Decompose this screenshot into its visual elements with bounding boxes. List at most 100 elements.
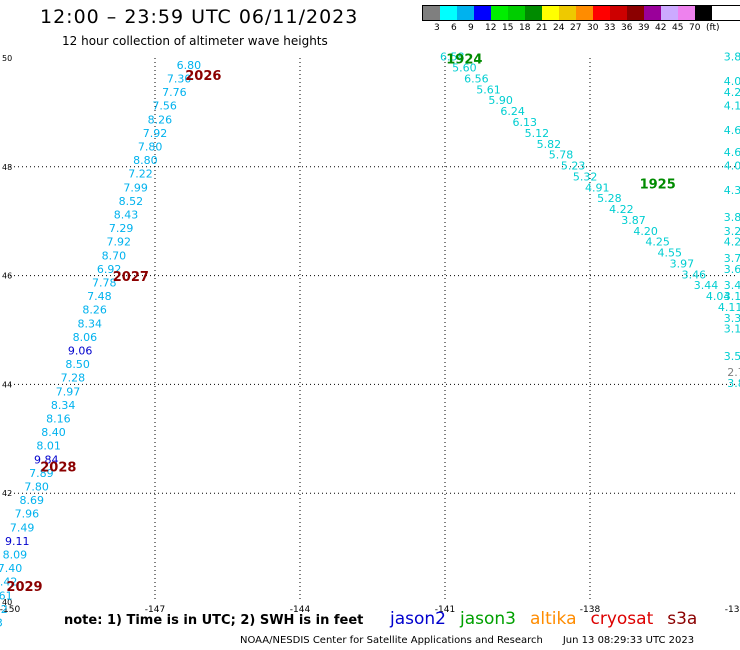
legend-swatch	[508, 6, 525, 20]
wave-height-label: 6.58	[440, 51, 465, 64]
legend-label: 21	[536, 23, 548, 33]
wave-height-label: 6.24	[500, 105, 525, 118]
wave-height-label: 7.28	[61, 372, 86, 385]
wave-height-label: 3.78	[724, 252, 740, 265]
legend-swatch	[644, 6, 661, 20]
page-subtitle: 12 hour collection of altimeter wave hei…	[62, 34, 328, 48]
wave-height-label: 4.69	[724, 146, 740, 159]
x-tick-label: -138	[580, 605, 601, 615]
wave-height-label: 4.03	[724, 160, 740, 173]
wave-height-label: 4.25	[645, 236, 670, 249]
wave-height-label: 3.59	[724, 350, 740, 363]
track-time-label: 2027	[113, 270, 149, 285]
wave-height-label: 7.40	[0, 562, 22, 575]
wave-height-label: 3.8	[727, 377, 740, 390]
legend-label: 42	[655, 23, 667, 33]
wave-height-label: 8.43	[114, 208, 139, 221]
wave-height-label: 8.32	[0, 603, 8, 616]
wave-height-label: 3.39	[724, 312, 740, 325]
wave-height-label: 8.16	[46, 412, 71, 425]
wave-height-label: 7.61	[0, 589, 13, 602]
x-tick-label: -147	[145, 605, 165, 615]
satellite-cryosat: cryosat	[590, 609, 654, 629]
wave-height-label: 7.76	[162, 86, 187, 99]
y-tick-label: 46	[2, 272, 12, 281]
org-name: NOAA/NESDIS Center for Satellite Applica…	[240, 635, 543, 646]
wave-height-label: 8.70	[102, 249, 127, 262]
legend-swatch	[457, 6, 474, 20]
wave-height-label: 6.80	[177, 59, 202, 72]
wave-height-label: 8.69	[20, 494, 45, 507]
wave-height-label: 8.40	[41, 426, 66, 439]
wave-height-label: 8.09	[3, 548, 28, 561]
legend-labels: 3 6 9 12 15 18 21 24 27 30 33 36 39 42 45 70 (ft)	[422, 21, 740, 33]
legend-label: 70	[689, 23, 701, 33]
legend-label: 24	[553, 23, 565, 33]
wave-height-label: 8.52	[119, 195, 144, 208]
track-time-label: 1925	[640, 178, 676, 193]
wave-height-label: 4.32	[724, 184, 740, 197]
legend-label: 9	[468, 23, 474, 33]
wave-height-label: 3.46	[682, 268, 707, 281]
wave-height-label: 5.28	[597, 192, 622, 205]
color-legend: 3 6 9 12 15 18 21 24 27 30 33 36 39 42 45 70 (ft)	[422, 5, 740, 33]
legend-label: 3	[434, 23, 440, 33]
wave-height-label: 4.03	[724, 75, 740, 88]
wave-height-label: 3.87	[621, 214, 646, 227]
wave-height-label: 4.27	[724, 86, 740, 99]
wave-height-label: 4.91	[585, 181, 610, 194]
wave-height-label: 6.92	[97, 263, 122, 276]
wave-height-label: 4.22	[609, 203, 634, 216]
legend-label: 30	[587, 23, 599, 33]
y-tick-label: 48	[2, 163, 12, 172]
wave-height-label: 4.11	[718, 301, 740, 314]
wave-height-label: 3.86	[724, 211, 740, 224]
wave-height-label: 7.92	[107, 236, 132, 249]
wave-height-label: 5.12	[525, 127, 550, 140]
legend-label: 18	[519, 23, 531, 33]
wave-height-label: 4.26	[724, 236, 740, 249]
satellite-jason3: jason3	[460, 609, 516, 629]
wave-height-label: 6.56	[464, 72, 489, 85]
satellite-jason2: jason2	[390, 609, 446, 629]
legend-swatch	[576, 6, 593, 20]
y-tick-label: 42	[2, 489, 12, 498]
legend-label: 33	[604, 23, 616, 33]
wave-height-label: 4.20	[633, 225, 658, 238]
wave-height-label: 7.96	[15, 508, 40, 521]
wave-height-label: 3.29	[724, 225, 740, 238]
wave-height-label: 3.12	[724, 290, 740, 303]
track-time-label: 1924	[446, 52, 482, 67]
x-tick-label: -141	[435, 605, 455, 615]
footnote: note: 1) Time is in UTC; 2) SWH is in fe…	[64, 613, 364, 628]
legend-swatch	[695, 6, 712, 20]
wave-height-label: 7.13	[0, 616, 3, 629]
satellite-legend: jason2 jason3 altika cryosat s3a	[390, 609, 711, 629]
wave-height-label: 8.06	[73, 331, 98, 344]
wave-height-label: 3.44	[694, 279, 719, 292]
legend-label: 39	[638, 23, 650, 33]
wave-height-label: 9.84	[34, 453, 59, 466]
y-tick-label: 40	[2, 598, 12, 607]
wave-height-label: 2.7	[727, 366, 740, 379]
wave-height-label: 3.69	[724, 263, 740, 276]
satellite-s3a: s3a	[667, 609, 698, 629]
legend-swatch	[423, 6, 440, 20]
legend-swatch	[610, 6, 627, 20]
wave-height-label: 5.32	[573, 170, 598, 183]
wave-height-label: 7.97	[56, 385, 81, 398]
wave-height-label: 8.01	[36, 440, 61, 453]
legend-swatch	[525, 6, 542, 20]
wave-height-label: 8.26	[148, 113, 173, 126]
wave-height-label: 4.04	[706, 290, 731, 303]
wave-height-label: 7.92	[143, 127, 168, 140]
wave-height-label: 7.30	[167, 72, 192, 85]
generated-timestamp: Jun 13 08:29:33 UTC 2023	[562, 635, 695, 646]
wave-height-label: 3.97	[670, 257, 695, 270]
legend-label: 6	[451, 23, 457, 33]
wave-height-label: 9.06	[68, 344, 93, 357]
wave-height-label: 7.80	[138, 140, 163, 153]
legend-swatch	[559, 6, 576, 20]
wave-height-label: 3.13	[724, 323, 740, 336]
